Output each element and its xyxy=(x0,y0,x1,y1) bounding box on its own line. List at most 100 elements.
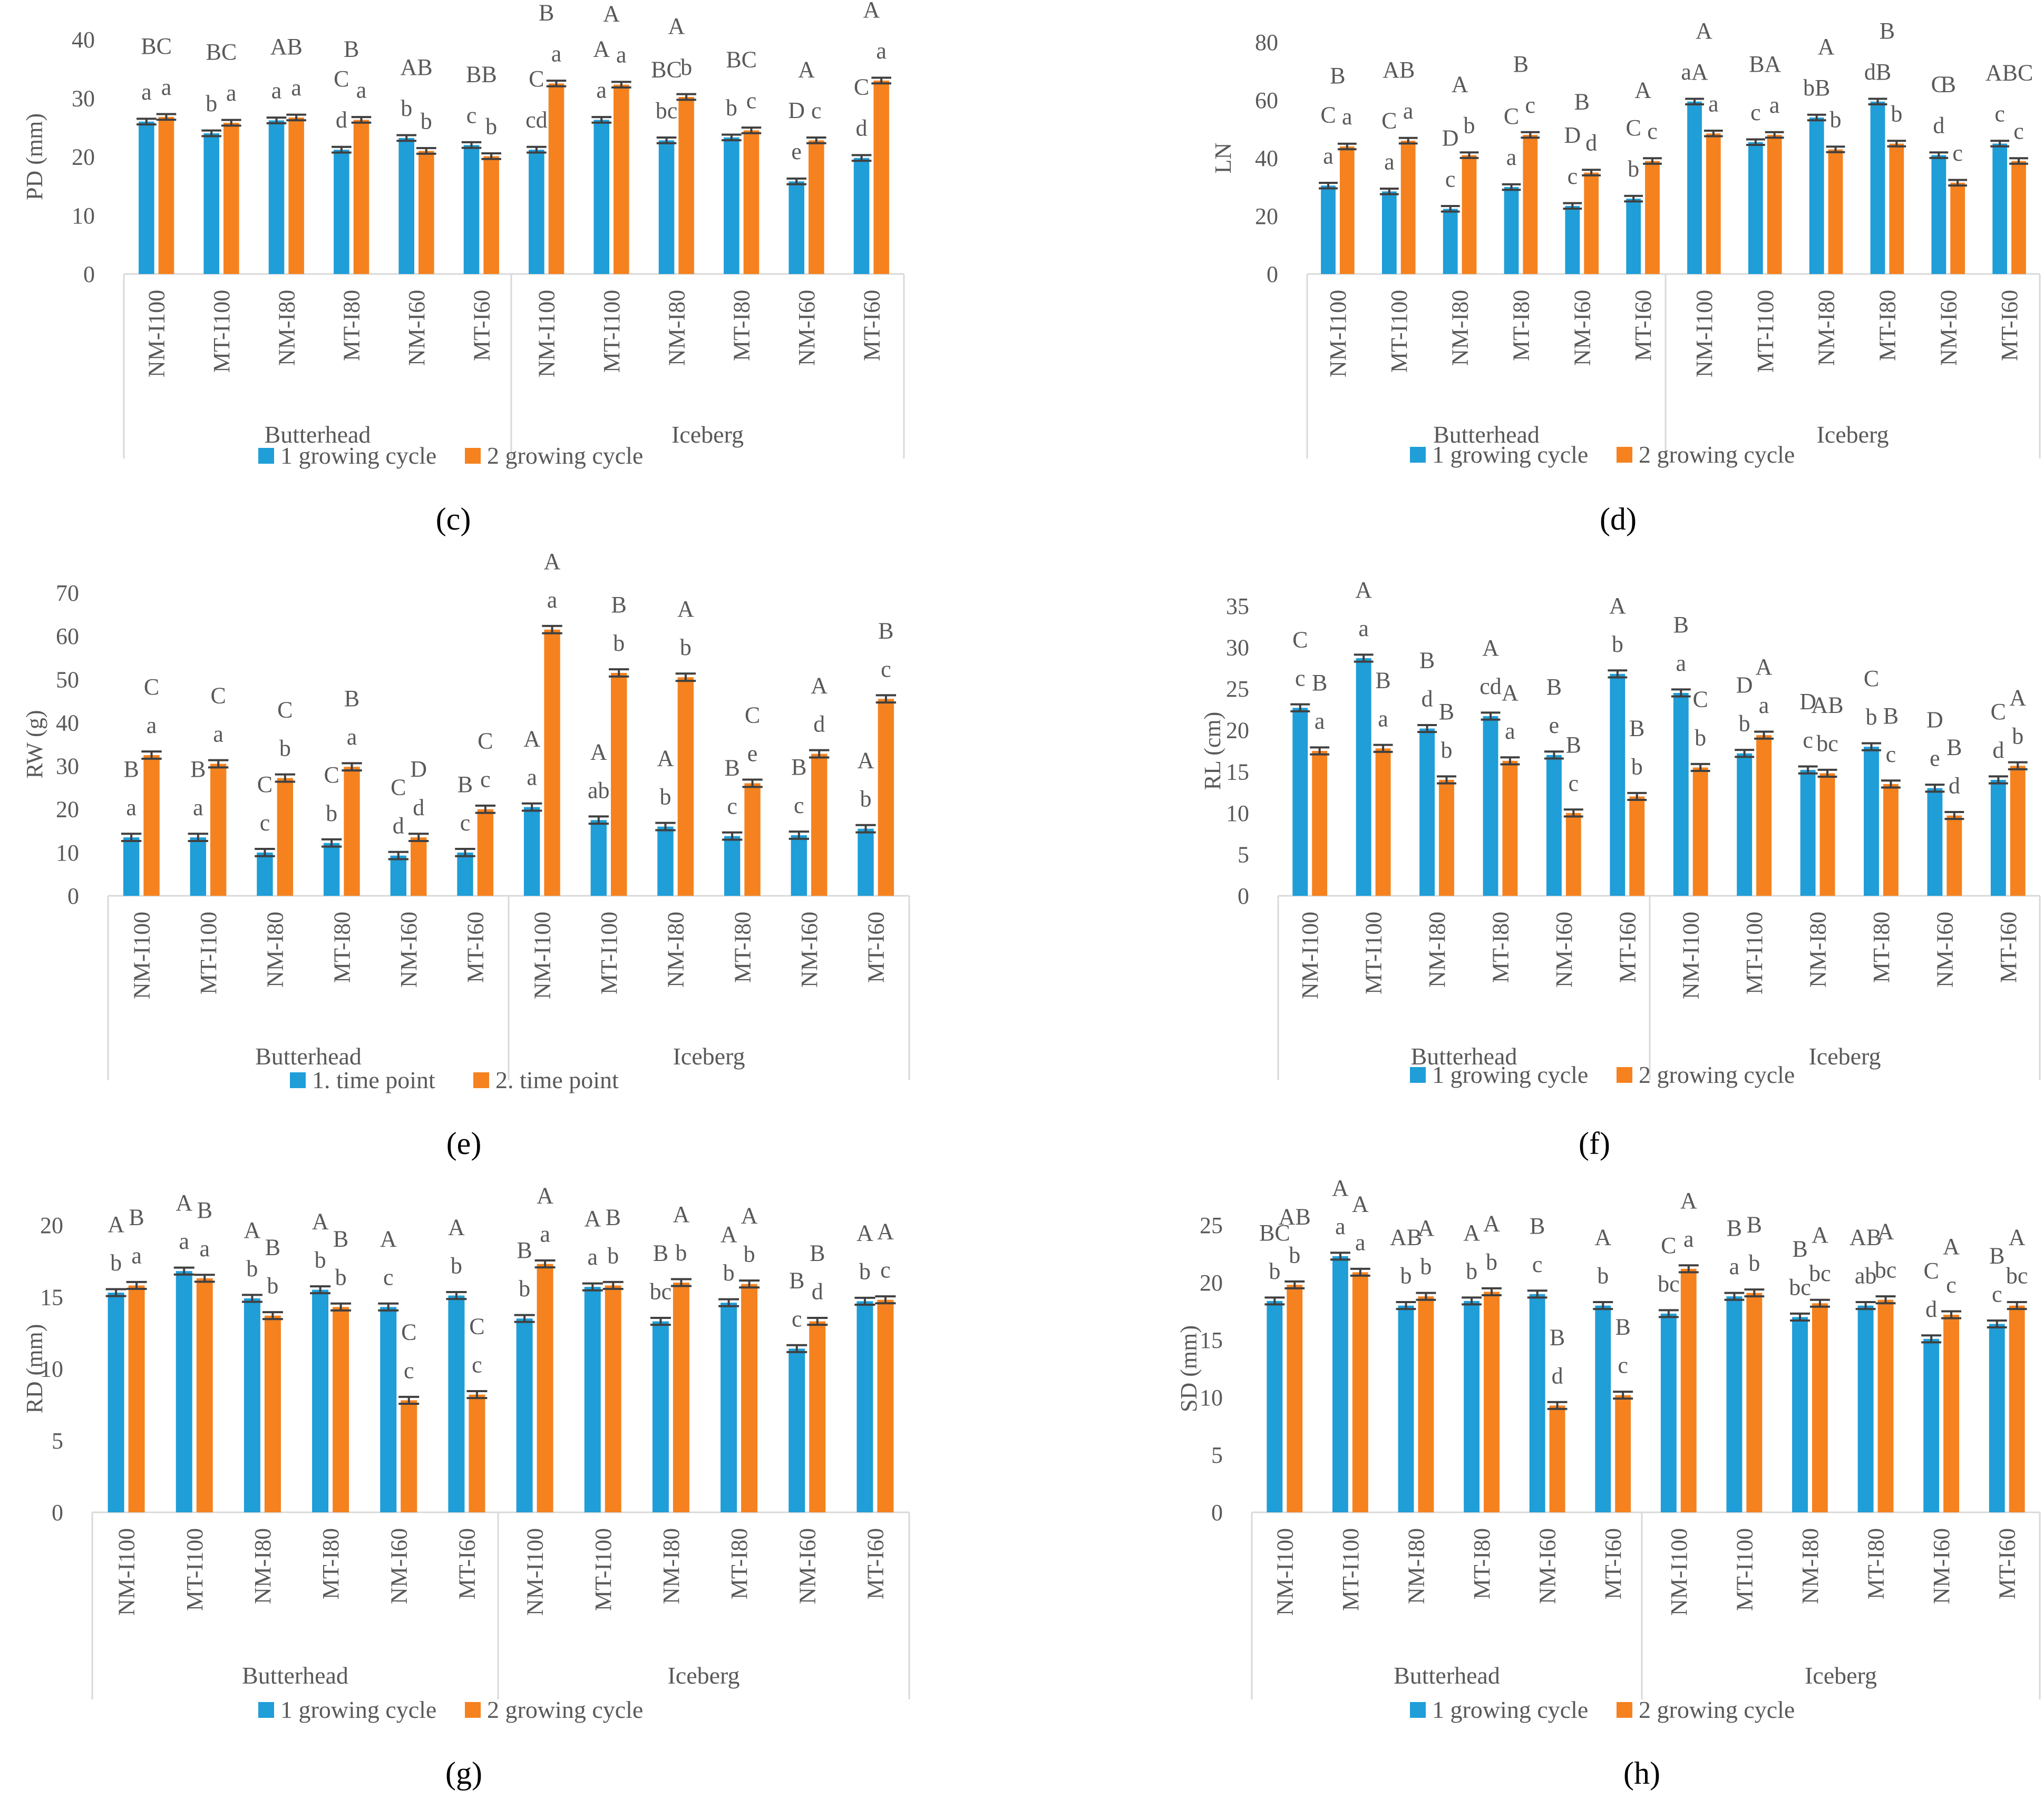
sig-letter-upper: B xyxy=(1513,51,1529,77)
sig-letter-lower: d xyxy=(1933,113,1944,139)
sig-letter-upper: C xyxy=(745,702,760,728)
sig-letter-upper: B xyxy=(810,1240,825,1266)
sig-letter-lower: d xyxy=(1552,1363,1563,1388)
y-tick-label: 40 xyxy=(56,710,79,736)
bar-series2 xyxy=(1883,784,1899,896)
y-tick-label: 60 xyxy=(1255,87,1278,113)
sig-letter-lower: dB xyxy=(1864,59,1891,85)
sig-letter-lower: a xyxy=(1378,706,1388,731)
legend-label: 1 growing cycle xyxy=(1432,1696,1588,1723)
sig-letter-lower: cd xyxy=(525,107,548,133)
sig-letter-lower: c xyxy=(1803,727,1813,753)
sig-letter-lower: b xyxy=(1631,754,1643,779)
sig-letter-lower: b xyxy=(1891,101,1902,127)
sig-letter-lower: a xyxy=(547,587,558,613)
x-tick-label: NM-I80 xyxy=(658,1528,684,1604)
x-tick-label: NM-I80 xyxy=(1805,912,1831,987)
sig-letter-lower: a xyxy=(1384,149,1395,174)
x-tick-label: MT-I100 xyxy=(1338,1528,1364,1611)
x-tick-label: NM-I100 xyxy=(1666,1528,1692,1616)
panel-label: (f) xyxy=(1579,1126,1610,1161)
sig-letter-lower: b xyxy=(315,1247,326,1273)
sig-letter-lower: a xyxy=(141,79,152,105)
legend-swatch-series2 xyxy=(465,448,481,464)
sig-letter-upper: AB xyxy=(1383,57,1415,83)
sig-letter-upper: B xyxy=(611,592,627,618)
x-tick-label: NM-I60 xyxy=(1935,290,1961,366)
sig-letter-lower: c xyxy=(794,793,804,818)
y-tick-label: 30 xyxy=(56,754,79,779)
sig-letter-lower: d xyxy=(393,813,404,839)
x-tick-label: MT-I100 xyxy=(1753,290,1778,373)
bar-series1 xyxy=(1800,770,1816,896)
sig-letter-lower: b xyxy=(1739,711,1750,737)
sig-letter-upper: A xyxy=(2009,685,2026,710)
bar-series2 xyxy=(128,1285,145,1512)
bar-series1 xyxy=(1443,209,1458,274)
sig-letter-upper: B xyxy=(1330,63,1345,89)
x-tick-label: MT-I60 xyxy=(1600,1528,1626,1599)
y-tick-label: 20 xyxy=(1200,1270,1223,1296)
sig-letter-upper: B xyxy=(517,1237,532,1263)
bar-series2 xyxy=(2009,1305,2025,1512)
bar-series1 xyxy=(593,120,609,274)
bar-series2 xyxy=(1400,141,1416,274)
x-tick-label: MT-I80 xyxy=(318,1528,344,1599)
group-label: Butterhead xyxy=(265,421,371,448)
x-tick-label: MT-I60 xyxy=(1614,912,1640,983)
sig-letter-upper: C xyxy=(1661,1233,1676,1258)
sig-letter-upper: D xyxy=(1926,707,1943,733)
bar-series1 xyxy=(724,137,739,274)
x-tick-label: NM-I60 xyxy=(796,912,822,987)
bar-series2 xyxy=(678,97,694,274)
sig-letter-lower: b xyxy=(485,113,497,139)
sig-letter-lower: a xyxy=(226,80,237,106)
sig-letter-lower: bc xyxy=(1816,730,1838,756)
sig-letter-upper: C xyxy=(1292,627,1308,652)
sig-letter-lower: e xyxy=(1930,746,1940,771)
y-axis-label: LN xyxy=(1210,143,1236,174)
sig-letter-upper: B xyxy=(129,1204,144,1230)
sig-letter-lower: b xyxy=(726,95,737,121)
bar-series2 xyxy=(1462,155,1477,274)
sig-letter-lower: b xyxy=(1420,1254,1432,1279)
sig-letter-upper: BC xyxy=(651,56,682,82)
x-tick-label: MT-I100 xyxy=(590,1528,616,1611)
sig-letter-upper: B xyxy=(1747,1212,1762,1238)
bar-series2 xyxy=(469,1394,485,1512)
bar-series2 xyxy=(1943,1315,1960,1512)
bar-series1 xyxy=(789,181,804,274)
bar-series2 xyxy=(411,837,427,896)
bar-series1 xyxy=(380,1307,397,1512)
x-tick-label: NM-I60 xyxy=(794,1528,820,1604)
bar-series1 xyxy=(590,820,607,896)
sig-letter-upper: C xyxy=(1923,1258,1939,1284)
bar-series2 xyxy=(483,156,499,274)
bar-series1 xyxy=(1610,673,1626,896)
legend-label: 2 growing cycle xyxy=(487,1696,643,1723)
sig-letter-upper: A xyxy=(1609,593,1626,619)
bar-series2 xyxy=(158,116,174,274)
bar-series1 xyxy=(1419,728,1435,896)
legend-swatch-series1 xyxy=(1410,1067,1426,1083)
legend-swatch-series2 xyxy=(1617,1067,1632,1083)
sig-letter-lower: c xyxy=(1525,92,1536,118)
x-tick-label: NM-I60 xyxy=(404,290,430,366)
bar-series1 xyxy=(139,121,154,274)
y-tick-label: 0 xyxy=(1211,1500,1223,1526)
sig-letter-upper: B xyxy=(789,1267,804,1293)
sig-letter-upper: C xyxy=(391,775,406,800)
y-tick-label: 30 xyxy=(1226,635,1249,661)
bar-series2 xyxy=(143,755,160,896)
sig-letter-upper: C xyxy=(1504,103,1519,129)
bar-series1 xyxy=(1504,187,1519,274)
sig-letter-upper: BC xyxy=(726,46,757,72)
sig-letter-upper: AB xyxy=(1390,1225,1422,1250)
bar-series2 xyxy=(1746,1293,1763,1512)
sig-letter-lower: b xyxy=(279,736,291,761)
bar-series1 xyxy=(1595,1305,1611,1512)
sig-letter-upper: A xyxy=(1756,654,1773,680)
sig-letter-lower: c xyxy=(1886,741,1896,767)
